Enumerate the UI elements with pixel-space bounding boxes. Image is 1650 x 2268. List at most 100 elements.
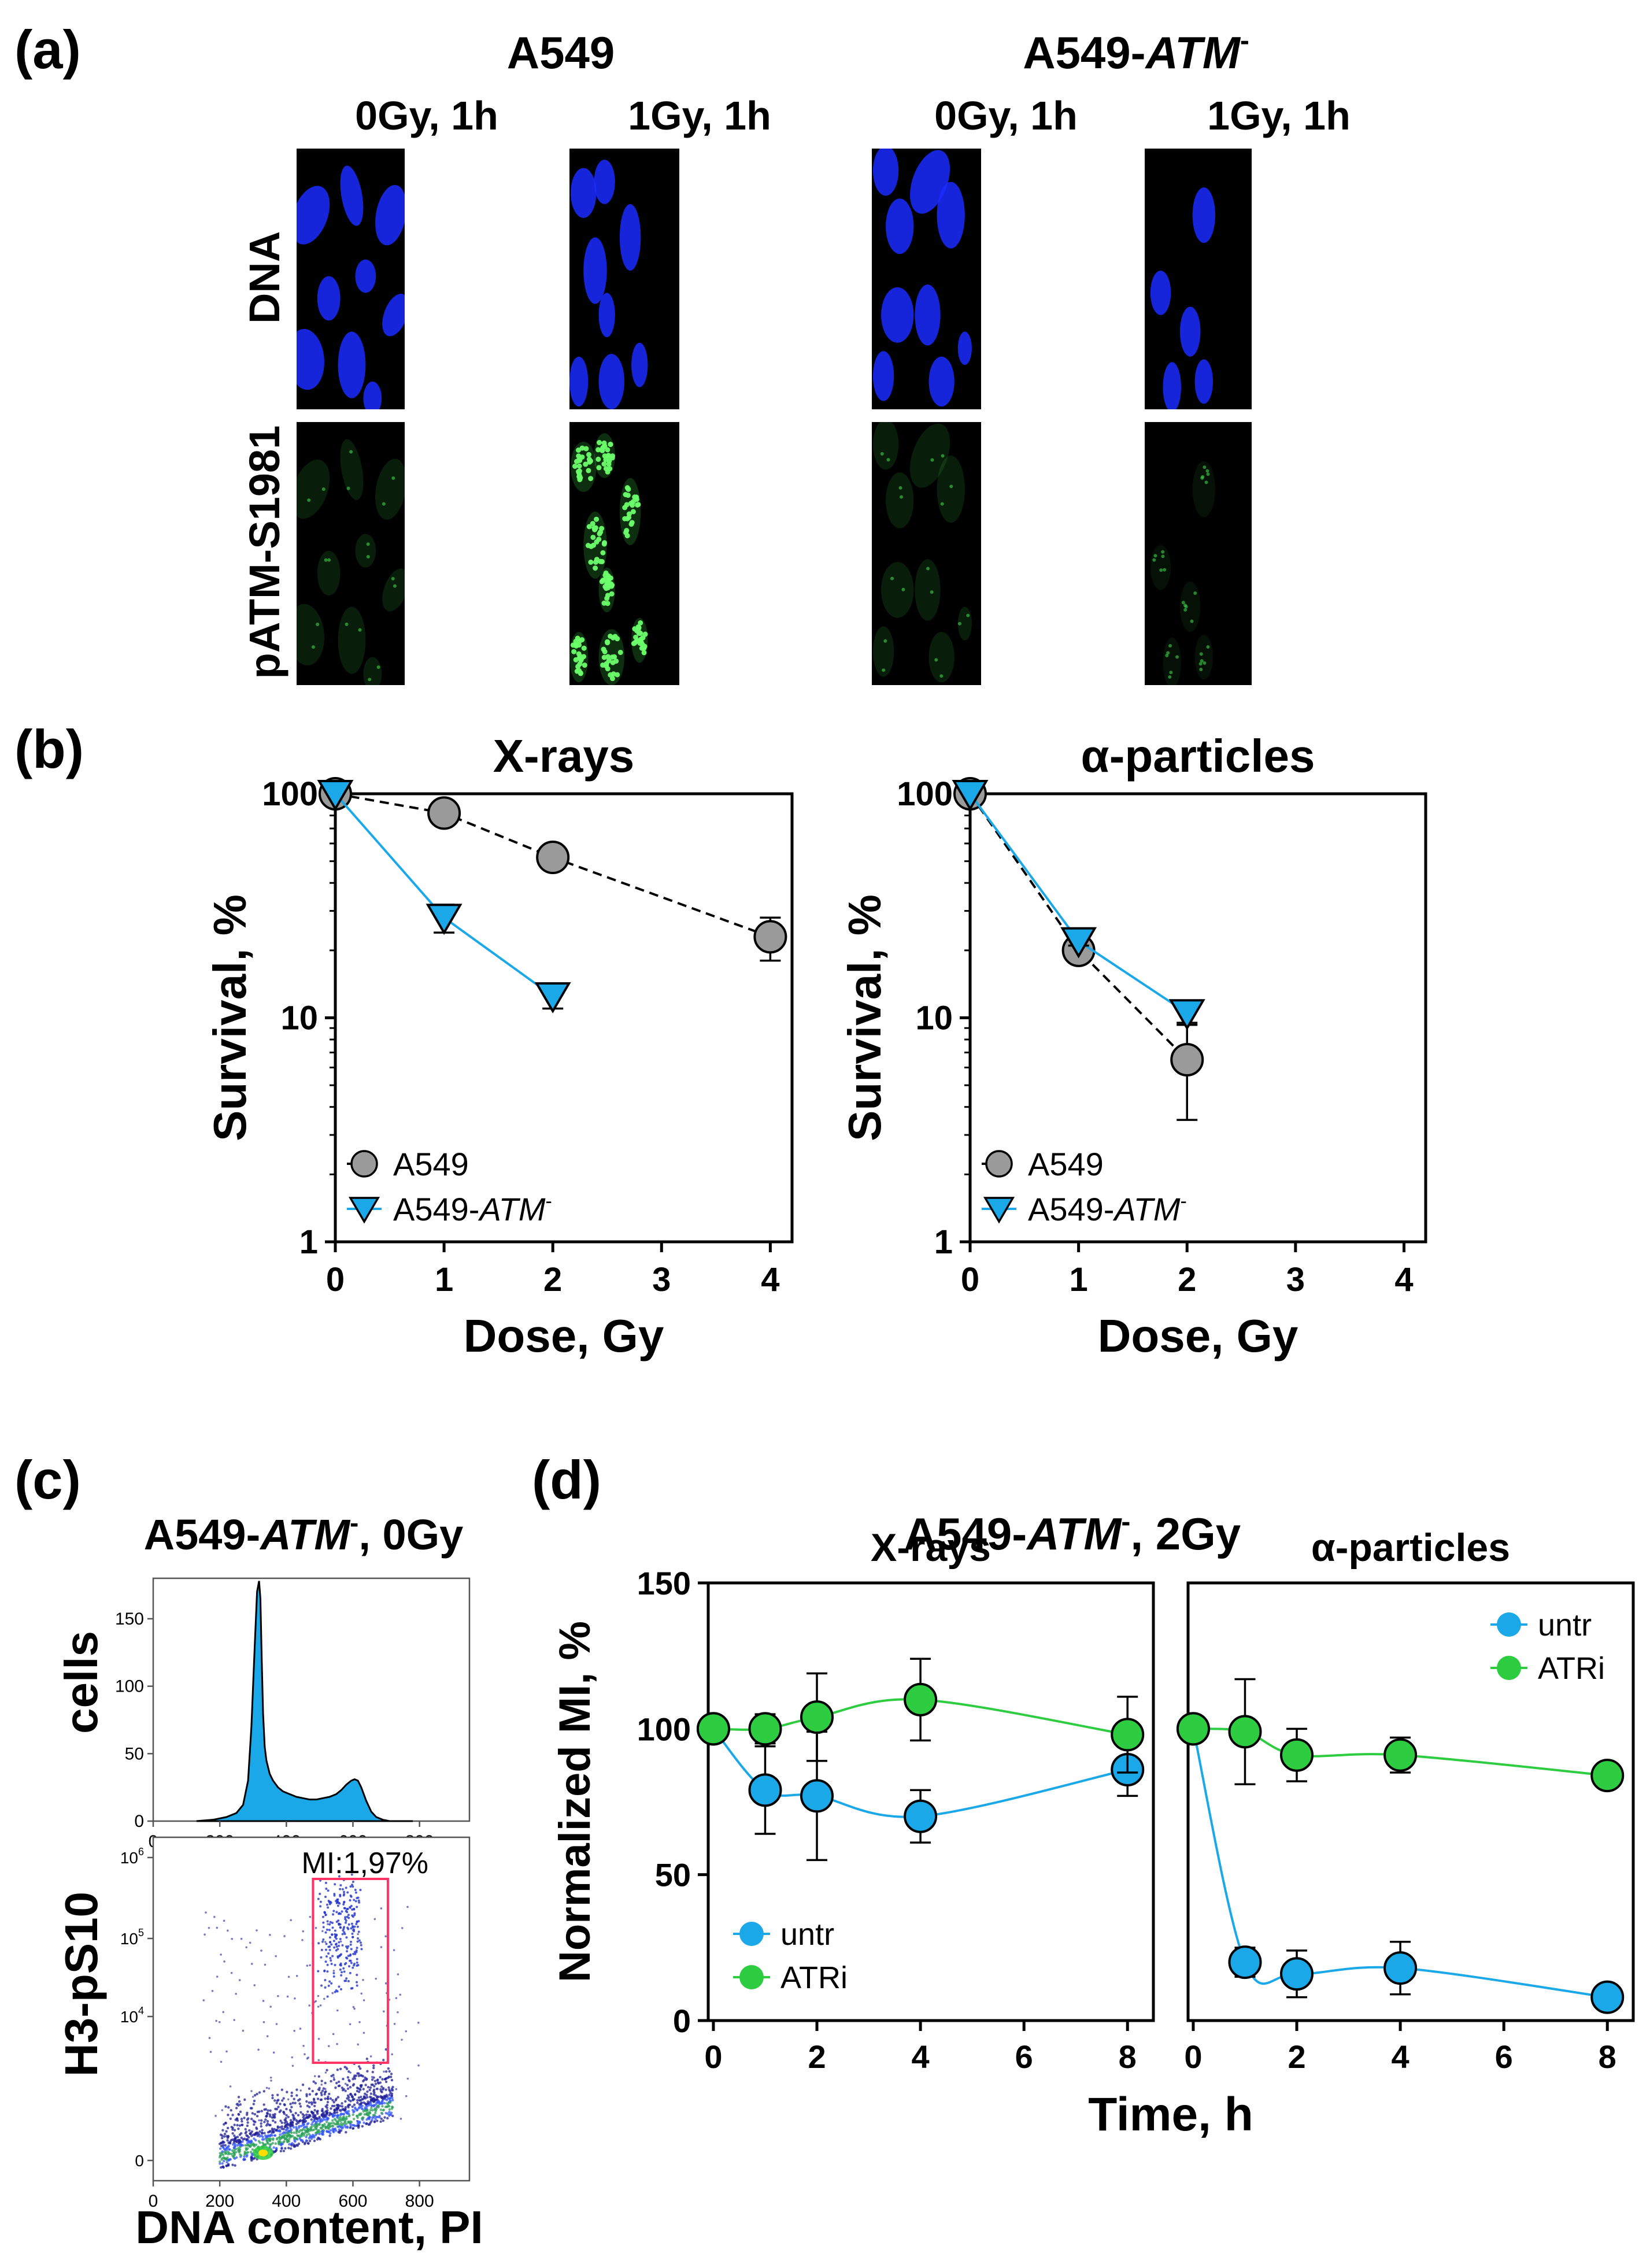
scatter-dot-mitotic xyxy=(325,1928,328,1931)
scatter-dot-mitotic xyxy=(351,1884,354,1886)
scatter-dot xyxy=(230,1971,233,1974)
focus-spot xyxy=(605,447,611,453)
scatter-dot xyxy=(269,2109,272,2112)
scatter-dot xyxy=(287,2115,290,2119)
scatter-dot xyxy=(250,2090,253,2092)
scatter-dot xyxy=(269,2123,272,2126)
scatter-dot xyxy=(389,2096,393,2099)
scatter-dot xyxy=(243,2153,246,2156)
scatter-dot xyxy=(223,2123,225,2126)
y-tick-label: 50 xyxy=(655,1857,691,1893)
x-tick-label: 0 xyxy=(961,1261,979,1298)
scatter-dot xyxy=(205,1911,207,1914)
gate-rectangle xyxy=(312,1878,389,2064)
y-tick-base: 10 xyxy=(120,1849,138,1867)
scatter-dot xyxy=(233,2129,236,2132)
scatter-dot xyxy=(246,2144,249,2147)
scatter-dot xyxy=(369,2055,372,2058)
scatter-dot xyxy=(395,2088,398,2091)
scatter-dot-mitotic xyxy=(327,1984,330,1987)
scatter-dot-mitotic xyxy=(339,1968,342,1971)
scatter-dot xyxy=(389,2091,392,2095)
focus-spot xyxy=(966,613,970,617)
scatter-dot-mitotic xyxy=(317,1897,320,1900)
scatter-dot xyxy=(299,2111,302,2114)
scatter-dot xyxy=(223,2159,225,2163)
scatter-dot xyxy=(260,2122,262,2125)
scatter-dot xyxy=(384,2106,387,2108)
nucleus-dna xyxy=(881,287,914,343)
focus-spot xyxy=(1163,568,1167,572)
scatter-dot xyxy=(344,2082,347,2085)
focus-spot xyxy=(624,516,630,521)
scatter-dot xyxy=(211,1990,214,1992)
x-tick-label: 2 xyxy=(1178,1261,1196,1298)
scatter-dot-mitotic xyxy=(338,1985,341,1988)
scatter-dot xyxy=(233,2123,236,2126)
scatter-dot xyxy=(359,2088,362,2091)
scatter-dot xyxy=(334,2111,336,2114)
scatter-dot xyxy=(293,2097,295,2100)
focus-spot xyxy=(630,502,635,508)
scatter-dot xyxy=(313,2139,316,2143)
y-tick-exp: 4 xyxy=(138,2005,144,2017)
scatter-dot-mitotic xyxy=(327,1900,330,1903)
scatter-dot xyxy=(359,2105,362,2108)
scatter-dot-mitotic xyxy=(339,1888,342,1890)
legend-label: ATRi xyxy=(1538,1651,1605,1686)
scatter-dot-mitotic xyxy=(326,1995,329,1998)
scatter-dot xyxy=(371,2075,373,2078)
panel-c-title-sup: - xyxy=(350,1508,358,1538)
scatter-dot xyxy=(291,2121,294,2124)
scatter-dot xyxy=(330,2080,332,2083)
data-point xyxy=(1590,1759,1625,1793)
scatter-dot xyxy=(290,2110,293,2113)
scatter-dot xyxy=(344,2089,347,2092)
scatter-dot-mitotic xyxy=(346,1947,349,1949)
scatter-dot xyxy=(235,2107,238,2110)
scatter-dot xyxy=(236,2119,239,2122)
scatter-dot-mitotic xyxy=(350,1927,353,1930)
x-axis-label: Dose, Gy xyxy=(1098,1310,1298,1361)
panel-d-title-italic: ATM xyxy=(1026,1508,1122,1559)
scatter-dot xyxy=(290,2095,293,2097)
scatter-dot xyxy=(374,2118,377,2121)
scatter-dot xyxy=(320,2098,323,2101)
scatter-dot-mitotic xyxy=(328,1903,331,1906)
focus-spot xyxy=(583,446,589,452)
data-point xyxy=(748,1773,782,1807)
scatter-dot-mitotic xyxy=(329,1921,332,1923)
scatter-dot xyxy=(334,2119,337,2122)
data-point xyxy=(1383,1738,1418,1772)
focus-spot xyxy=(1181,601,1185,605)
focus-spot xyxy=(638,620,643,626)
scatter-dot-mitotic xyxy=(347,1923,350,1926)
focus-spot xyxy=(886,458,890,462)
data-point-circle xyxy=(536,841,570,875)
scatter-dot xyxy=(354,2106,357,2110)
scatter-dot xyxy=(368,2088,371,2092)
scatter-dot-mitotic xyxy=(347,1955,350,1958)
scatter-dot xyxy=(380,1946,383,1948)
scatter-dot xyxy=(312,2133,315,2137)
scatter-dot xyxy=(294,1997,296,2000)
scatter-dot xyxy=(258,2110,261,2113)
scatter-dot-mitotic xyxy=(349,1943,352,1946)
focus-spot xyxy=(601,654,607,660)
focus-spot xyxy=(626,511,632,517)
scatter-dot-mitotic xyxy=(332,1913,335,1916)
scatter-dot xyxy=(295,2137,298,2140)
scatter-dot xyxy=(227,2164,230,2167)
scatter-dot-mitotic xyxy=(360,1948,363,1951)
scatter-dot xyxy=(332,2130,335,2133)
scatter-dot xyxy=(339,2110,342,2112)
scatter-dot xyxy=(356,2099,359,2102)
scatter-dot-mitotic xyxy=(353,1899,356,1901)
scatter-dot xyxy=(389,2101,392,2104)
x-tick-label: 3 xyxy=(652,1261,671,1298)
scatter-dot-mitotic xyxy=(354,1889,357,1892)
nucleus-dna xyxy=(569,356,589,407)
focus-spot xyxy=(617,649,623,655)
scatter-dot xyxy=(384,2088,387,2091)
scatter-dot xyxy=(204,1933,206,1936)
